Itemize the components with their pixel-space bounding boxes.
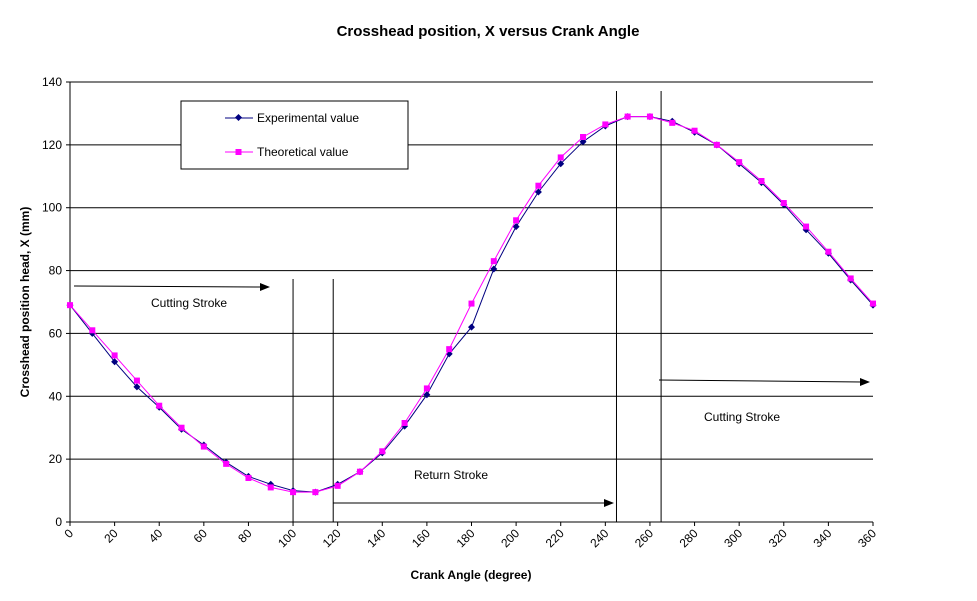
point-experimental-18 — [468, 323, 475, 331]
point-theoretical-36 — [870, 300, 876, 307]
data-series — [66, 113, 877, 496]
point-experimental-20 — [512, 223, 520, 231]
point-theoretical-20 — [513, 217, 520, 224]
arrow-cutting-stroke-right-shaft — [658, 379, 863, 383]
point-theoretical-24 — [602, 121, 609, 128]
point-theoretical-12 — [334, 482, 341, 489]
y-tick-label-140: 140 — [42, 75, 62, 89]
x-tick-label-0: 0 — [61, 526, 76, 541]
point-theoretical-18 — [468, 300, 475, 307]
point-theoretical-25 — [624, 113, 631, 120]
x-tick-label-10: 200 — [498, 526, 522, 550]
annotation-return-stroke: Return Stroke — [414, 468, 488, 482]
arrow-cutting-stroke-right — [658, 378, 870, 386]
y-tick-label-120: 120 — [42, 138, 62, 152]
point-theoretical-15 — [401, 420, 408, 426]
point-theoretical-1 — [89, 327, 96, 334]
y-tick-label-60: 60 — [49, 326, 63, 340]
point-theoretical-7 — [223, 460, 230, 467]
x-tick-label-14: 280 — [677, 526, 701, 550]
point-theoretical-8 — [245, 475, 252, 481]
point-experimental-16 — [423, 391, 431, 399]
legend-marker-experimental — [234, 113, 243, 122]
x-tick-label-12: 240 — [587, 526, 611, 550]
arrow-cutting-stroke-left-shaft — [73, 285, 263, 288]
x-tick-label-8: 160 — [409, 526, 433, 550]
y-tick-label-0: 0 — [55, 515, 62, 529]
y-tick-label-100: 100 — [42, 201, 62, 215]
legend-label-theoretical: Theoretical value — [257, 145, 349, 159]
point-theoretical-27 — [669, 119, 676, 126]
x-tick-label-16: 320 — [766, 526, 790, 550]
point-theoretical-3 — [133, 377, 140, 384]
x-tick-label-7: 140 — [364, 526, 388, 550]
point-experimental-3 — [133, 383, 141, 391]
arrow-cutting-stroke-left-head — [260, 283, 270, 291]
y-tick-label-20: 20 — [49, 452, 63, 466]
point-theoretical-32 — [780, 200, 787, 206]
legend-label-experimental: Experimental value — [257, 111, 359, 125]
annotation-cutting-stroke-right: Cutting Stroke — [704, 410, 780, 424]
point-theoretical-34 — [825, 248, 832, 255]
point-theoretical-33 — [803, 223, 810, 230]
stroke-arrows — [73, 283, 870, 507]
x-tick-label-13: 260 — [632, 526, 656, 550]
point-theoretical-9 — [267, 484, 274, 491]
legend-box — [180, 100, 409, 170]
point-theoretical-31 — [758, 178, 765, 184]
x-tick-label-15: 300 — [721, 526, 745, 550]
point-theoretical-23 — [580, 134, 587, 140]
y-tick-label-40: 40 — [49, 389, 63, 403]
point-theoretical-30 — [736, 159, 743, 166]
point-theoretical-10 — [290, 489, 297, 496]
x-tick-label-4: 80 — [235, 526, 255, 546]
point-experimental-19 — [490, 265, 498, 273]
point-experimental-22 — [557, 160, 565, 168]
x-tick-label-9: 180 — [454, 526, 478, 550]
point-experimental-21 — [534, 188, 542, 196]
arrow-cutting-stroke-left — [73, 283, 270, 291]
point-theoretical-16 — [423, 385, 430, 392]
y-tick-labels: 0 20 40 60 80 100 120 140 — [42, 75, 70, 529]
x-tick-label-5: 100 — [275, 526, 299, 550]
legend: Experimental value Theoretical value — [180, 100, 409, 170]
point-theoretical-14 — [379, 448, 386, 455]
x-axis-label: Crank Angle (degree) — [411, 568, 532, 582]
point-theoretical-13 — [356, 468, 363, 475]
point-theoretical-22 — [557, 154, 564, 161]
point-theoretical-4 — [156, 402, 163, 409]
x-tick-label-17: 340 — [810, 526, 834, 550]
point-theoretical-11 — [312, 489, 319, 496]
series-1 — [67, 113, 876, 496]
point-theoretical-26 — [646, 113, 653, 120]
point-theoretical-17 — [446, 346, 453, 353]
annotation-cutting-stroke-left: Cutting Stroke — [151, 296, 227, 310]
x-tick-label-2: 40 — [146, 526, 166, 546]
point-theoretical-28 — [691, 127, 698, 134]
point-theoretical-29 — [713, 141, 720, 148]
point-theoretical-2 — [111, 352, 118, 359]
point-theoretical-21 — [535, 182, 542, 189]
arrow-cutting-stroke-right-head — [860, 378, 870, 386]
point-theoretical-5 — [178, 424, 185, 431]
reference-lines — [292, 91, 662, 522]
x-tick-label-3: 60 — [191, 526, 211, 546]
point-theoretical-6 — [200, 443, 207, 450]
legend-marker-theoretical — [235, 149, 242, 155]
x-tick-label-1: 20 — [101, 526, 121, 546]
point-theoretical-35 — [847, 275, 854, 282]
y-tick-label-80: 80 — [49, 264, 63, 278]
x-tick-label-11: 220 — [543, 526, 567, 550]
arrow-return-stroke — [333, 499, 614, 507]
point-experimental-2 — [111, 358, 119, 366]
x-tick-labels: 0 20 40 60 80 100 120 140 160 180 200 220 240 260 280 3… — [61, 522, 879, 550]
point-theoretical-19 — [490, 258, 497, 265]
y-axis-label: Crosshead position head, X (mm) — [18, 207, 32, 398]
arrow-return-stroke-head — [604, 499, 614, 507]
chart-title: Crosshead position, X versus Crank Angle — [337, 23, 640, 40]
point-theoretical-0 — [67, 302, 73, 309]
x-tick-label-18: 360 — [855, 526, 879, 550]
x-tick-label-6: 120 — [320, 526, 344, 550]
